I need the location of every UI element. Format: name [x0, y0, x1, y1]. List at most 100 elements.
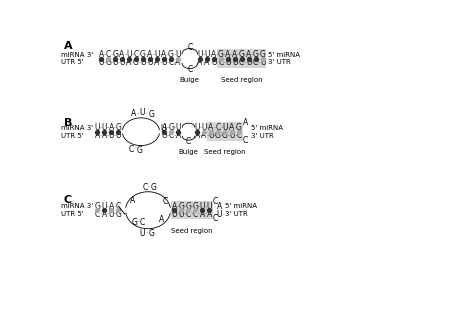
- Text: U: U: [172, 210, 177, 219]
- Text: -: -: [159, 52, 161, 57]
- Text: A: A: [225, 50, 230, 59]
- Text: U: U: [112, 58, 118, 67]
- Text: C: C: [212, 214, 218, 223]
- Text: -: -: [146, 60, 147, 65]
- Text: U: U: [204, 50, 210, 59]
- Text: -: -: [117, 52, 120, 57]
- Text: -: -: [223, 52, 226, 57]
- Text: A: A: [204, 58, 210, 67]
- Text: 3' UTR: 3' UTR: [251, 133, 274, 139]
- Text: U: U: [139, 108, 145, 117]
- Text: Bulge: Bulge: [179, 149, 198, 155]
- Text: C: C: [193, 210, 198, 219]
- Text: -: -: [197, 212, 200, 217]
- Text: U: U: [98, 58, 104, 67]
- Text: G: G: [136, 146, 142, 155]
- Text: 5' miRNA: 5' miRNA: [268, 52, 300, 58]
- Text: -: -: [114, 212, 116, 217]
- Text: U: U: [201, 123, 207, 132]
- Text: -: -: [216, 52, 219, 57]
- Text: U: U: [199, 202, 205, 211]
- Text: -: -: [174, 133, 176, 138]
- Text: U: U: [225, 58, 231, 67]
- Text: -: -: [237, 60, 239, 65]
- Text: A: A: [159, 215, 164, 224]
- Text: -: -: [199, 133, 202, 138]
- Text: -: -: [100, 204, 102, 209]
- Text: G: G: [133, 58, 139, 67]
- Text: -: -: [107, 125, 109, 130]
- Text: U: U: [217, 210, 222, 219]
- Text: -: -: [206, 125, 209, 130]
- Text: A: A: [206, 210, 212, 219]
- Text: U: U: [176, 123, 181, 132]
- Text: A: A: [232, 50, 237, 59]
- Text: A: A: [246, 50, 251, 59]
- Text: A: A: [200, 210, 205, 219]
- Text: -: -: [124, 52, 127, 57]
- Text: -: -: [199, 125, 202, 130]
- Text: G: G: [115, 210, 121, 219]
- Text: C: C: [253, 58, 258, 67]
- Text: U: U: [260, 58, 265, 67]
- Text: 3' UTR: 3' UTR: [268, 59, 290, 65]
- Text: U: U: [139, 229, 145, 238]
- Text: -: -: [237, 52, 239, 57]
- Text: -: -: [146, 52, 147, 57]
- Text: U: U: [232, 58, 237, 67]
- Bar: [207, 122, 243, 141]
- Text: -: -: [227, 125, 230, 130]
- Text: G: G: [185, 202, 191, 211]
- Text: -: -: [114, 125, 116, 130]
- Text: Bulge: Bulge: [180, 77, 200, 83]
- Text: C: C: [129, 145, 134, 154]
- Text: G: G: [260, 50, 265, 59]
- Text: -: -: [107, 204, 109, 209]
- Text: A: A: [172, 202, 177, 211]
- Text: -: -: [166, 52, 168, 57]
- Text: -: -: [244, 60, 246, 65]
- Text: U: U: [197, 50, 203, 59]
- Text: G: G: [168, 50, 174, 59]
- Text: G: G: [95, 202, 100, 211]
- Text: -: -: [139, 52, 140, 57]
- Text: -: -: [205, 212, 207, 217]
- Text: -: -: [148, 185, 150, 190]
- Text: A: A: [64, 41, 73, 51]
- Text: C: C: [239, 58, 244, 67]
- Text: U: U: [161, 131, 167, 140]
- Text: U: U: [109, 210, 114, 219]
- Text: C: C: [116, 202, 121, 211]
- Text: G: G: [105, 58, 111, 67]
- Text: 3' UTR: 3' UTR: [225, 211, 248, 217]
- Text: -: -: [110, 60, 113, 65]
- Text: -: -: [258, 52, 260, 57]
- Text: U: U: [222, 123, 228, 132]
- Text: -: -: [258, 60, 260, 65]
- Text: UTR 5': UTR 5': [61, 59, 83, 65]
- Text: G: G: [140, 50, 146, 59]
- Text: A: A: [161, 123, 167, 132]
- Text: -: -: [132, 52, 134, 57]
- Text: A: A: [208, 123, 214, 132]
- Text: -: -: [251, 52, 253, 57]
- Text: U: U: [102, 202, 107, 211]
- Text: G: G: [168, 123, 174, 132]
- Text: U: U: [95, 123, 100, 132]
- Text: -: -: [234, 125, 236, 130]
- Bar: [170, 201, 213, 220]
- Text: C: C: [133, 50, 139, 59]
- Text: -: -: [159, 60, 161, 65]
- Text: -: -: [205, 204, 207, 209]
- Text: C: C: [212, 197, 218, 206]
- Text: -: -: [137, 111, 139, 117]
- Text: G: G: [132, 218, 138, 227]
- Text: -: -: [230, 52, 233, 57]
- Text: A: A: [176, 131, 181, 140]
- Text: U: U: [229, 131, 234, 140]
- Text: -: -: [146, 230, 147, 235]
- Text: -: -: [209, 60, 212, 65]
- Text: A: A: [126, 58, 132, 67]
- Text: A: A: [217, 202, 222, 211]
- Text: -: -: [174, 125, 176, 130]
